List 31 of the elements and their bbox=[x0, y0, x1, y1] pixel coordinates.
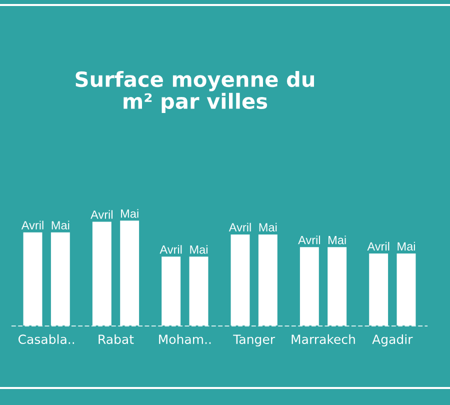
bar bbox=[326, 246, 348, 326]
text: Avril bbox=[21, 220, 44, 230]
bar bbox=[160, 256, 182, 326]
text: Mai bbox=[121, 209, 138, 218]
text: Avril bbox=[90, 210, 112, 219]
series-label: Avril bbox=[228, 222, 251, 232]
x-tick-label: Moham.. bbox=[159, 334, 211, 344]
bar bbox=[230, 233, 251, 326]
x-tick-label: Marrakech bbox=[292, 334, 355, 344]
bar bbox=[298, 246, 320, 326]
bar bbox=[368, 252, 390, 326]
x-tick-label: Agadir bbox=[372, 334, 413, 346]
bar bbox=[91, 220, 112, 326]
text: Avril bbox=[367, 242, 390, 250]
text: Mai bbox=[190, 245, 208, 254]
bar bbox=[188, 256, 210, 326]
text: Mai bbox=[398, 242, 415, 251]
text: Avril bbox=[298, 236, 320, 244]
bar bbox=[119, 220, 140, 326]
bar bbox=[257, 233, 278, 326]
text: Mai bbox=[328, 236, 346, 244]
bar bbox=[396, 252, 417, 326]
text: Mai bbox=[52, 220, 70, 230]
x-tick-label: Tanger bbox=[233, 334, 276, 346]
bar bbox=[50, 231, 71, 326]
x-tick-label: Casabla.. bbox=[18, 334, 74, 344]
text: Avril bbox=[160, 245, 182, 254]
series-label: Mai bbox=[259, 222, 277, 232]
x-tick-label: Rabat bbox=[98, 334, 134, 344]
bar bbox=[22, 231, 44, 326]
chart-title: Surface moyenne du m² par villes bbox=[76, 70, 314, 114]
